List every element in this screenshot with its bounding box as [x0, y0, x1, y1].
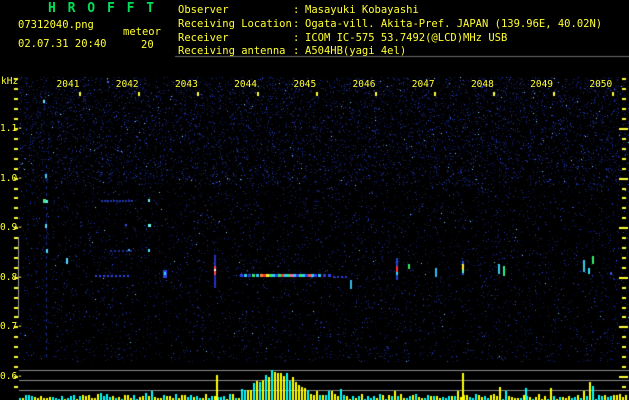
info-label: Receiving antenna [178, 45, 286, 57]
freq-label-0.8: 0.8- [0, 272, 23, 283]
freq-label-0.7: 0.7- [0, 321, 23, 332]
info-separator: : [293, 32, 300, 44]
meteor-count: 20 [141, 39, 154, 51]
info-value: A504HB(yagi 4el) [305, 45, 407, 57]
time-label-2050: 2050 [589, 79, 613, 90]
freq-axis-unit: kHz [1, 76, 19, 87]
app-title: H R O F F T [48, 1, 157, 16]
time-label-2041: 2041 [56, 79, 80, 90]
info-separator: : [293, 4, 300, 16]
freq-label-0.9: 0.9- [0, 222, 23, 233]
info-value: Masayuki Kobayashi [305, 4, 419, 16]
time-label-2048: 2048 [470, 79, 494, 90]
freq-label-0.6: 0.6- [0, 371, 23, 382]
mode-label: meteor [123, 26, 161, 38]
info-label: Receiving Location [178, 18, 292, 30]
time-label-2045: 2045 [293, 79, 317, 90]
time-label-2047: 2047 [411, 79, 435, 90]
freq-label-1.1: 1.1- [0, 123, 23, 134]
time-label-2049: 2049 [530, 79, 554, 90]
output-filename: 07312040.png [18, 19, 94, 31]
freq-label-1.0: 1.0- [0, 173, 23, 184]
info-separator: : [293, 18, 300, 30]
info-value: Ogata-vill. Akita-Pref. JAPAN (139.96E, … [305, 18, 603, 30]
time-label-2042: 2042 [115, 79, 139, 90]
info-separator: : [293, 45, 300, 57]
time-label-2043: 2043 [174, 79, 198, 90]
time-label-2046: 2046 [352, 79, 376, 90]
info-value: ICOM IC-575 53.7492(@LCD)MHz USB [305, 32, 508, 44]
info-label: Receiver [178, 32, 229, 44]
datetime-label: 02.07.31 20:40 [18, 38, 107, 50]
info-label: Observer [178, 4, 229, 16]
time-label-2044: 2044 [234, 79, 258, 90]
